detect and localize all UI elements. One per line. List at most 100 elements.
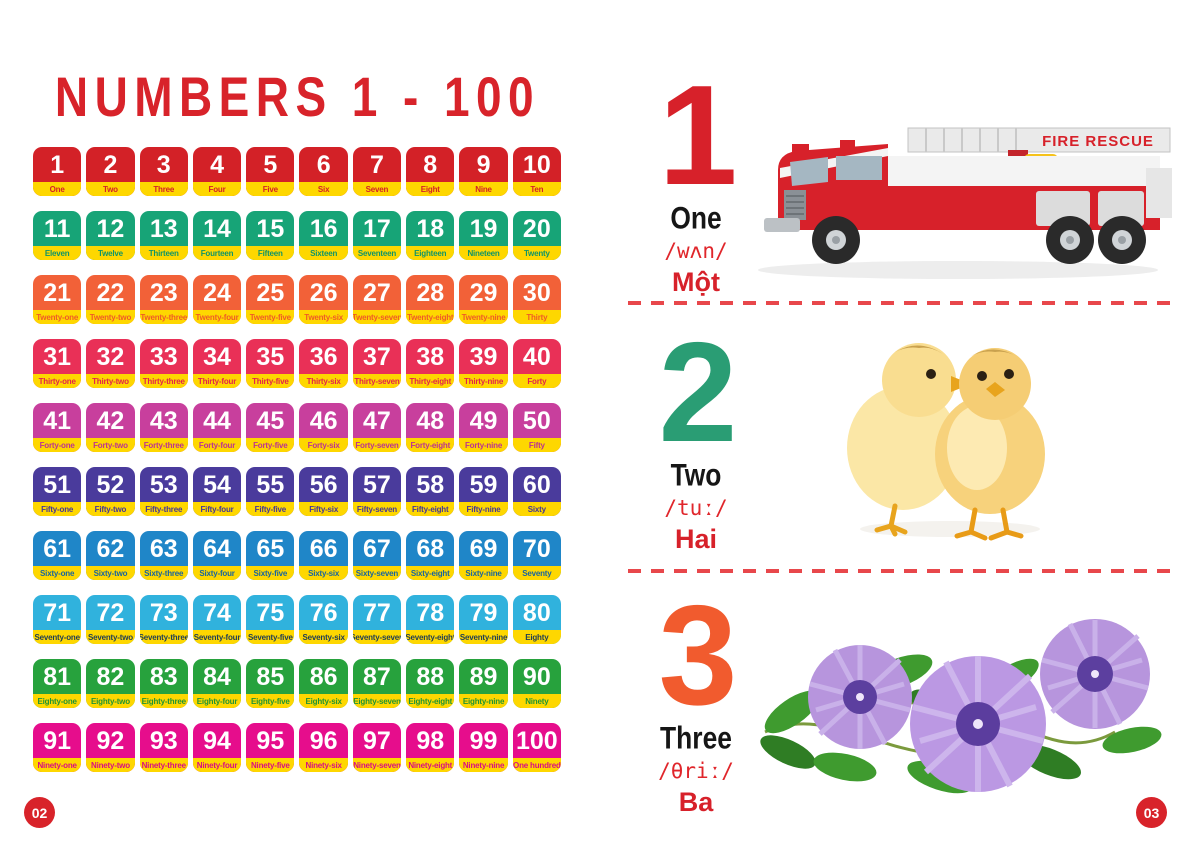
tile-number: 23 <box>149 278 178 307</box>
entry-one: 1 One /wʌn/ Một <box>630 64 762 296</box>
tile-number: 8 <box>423 150 438 179</box>
number-tile-29: 29 Twenty-nine <box>459 275 508 324</box>
number-tile-47: 47 Forty-seven <box>352 403 402 452</box>
tile-number: 37 <box>363 342 391 371</box>
tile-number: 50 <box>522 406 551 435</box>
tile-number: 11 <box>43 214 71 243</box>
number-tile-46: 46 Forty-six <box>299 403 348 452</box>
number-tile-15: 15 Fifteen <box>246 211 295 260</box>
tile-number: 69 <box>469 534 498 563</box>
tile-number: 5 <box>263 150 278 179</box>
number-tile-65: 65 Sixty-five <box>246 531 295 580</box>
tile-number: 68 <box>416 534 445 563</box>
entry-one-word: One <box>670 201 722 237</box>
tile-number: 7 <box>369 150 384 179</box>
number-tile-27: 27 Twenty-seven <box>352 275 402 324</box>
number-tile-5: 5 Five <box>246 147 295 196</box>
tile-word: Fifty-two <box>86 502 135 516</box>
tile-number: 4 <box>210 150 224 179</box>
tile-word: Fifty-five <box>246 502 295 516</box>
tile-word: Seventeen <box>352 246 402 260</box>
tile-number: 14 <box>203 214 231 243</box>
tile-word: Seventy-eight <box>406 630 455 644</box>
tile-number: 88 <box>416 662 445 691</box>
tile-word: Twenty-six <box>299 310 348 324</box>
tile-word: Thirteen <box>139 246 188 260</box>
tile-number: 9 <box>476 150 491 179</box>
tile-word: Sixty-six <box>299 566 348 580</box>
number-tile-35: 35 Thirty-five <box>246 339 295 388</box>
tile-number: 57 <box>363 470 391 499</box>
number-tile-26: 26 Twenty-six <box>299 275 348 324</box>
tile-number: 1 <box>50 150 65 179</box>
number-tile-95: 95 Ninety-five <box>246 723 295 772</box>
tile-number: 54 <box>203 470 231 499</box>
number-tile-55: 55 Fifty-five <box>246 467 295 516</box>
number-tile-63: 63 Sixty-three <box>139 531 188 580</box>
number-tile-13: 13 Thirteen <box>139 211 188 260</box>
tile-word: Sixty-four <box>192 566 242 580</box>
tile-word: Twenty-two <box>86 310 135 324</box>
number-tile-90: 90 Ninety <box>512 659 561 708</box>
tile-word: Fifty-four <box>192 502 242 516</box>
tile-number: 22 <box>96 278 125 307</box>
tile-number: 71 <box>43 598 72 627</box>
number-tile-10: 10 Ten <box>512 147 561 196</box>
tile-number: 98 <box>416 726 445 755</box>
tile-word: Sixty-five <box>246 566 295 580</box>
tile-word: Eighty-seven <box>352 694 402 708</box>
number-tile-28: 28 Twenty-eight <box>406 275 455 324</box>
tile-number: 79 <box>469 598 498 627</box>
tile-number: 18 <box>416 214 445 243</box>
tile-word: Twenty-nine <box>459 310 508 324</box>
tile-word: Fifty-eight <box>406 502 455 516</box>
tile-word: Thirty-nine <box>459 374 508 388</box>
tile-word: Six <box>299 182 348 196</box>
tile-number: 92 <box>96 726 125 755</box>
tile-number: 83 <box>149 662 178 691</box>
tile-number: 100 <box>515 726 558 755</box>
tile-word: One hundred <box>512 758 561 772</box>
tile-number: 38 <box>416 342 445 371</box>
number-tile-30: 30 Thirty <box>512 275 561 324</box>
tile-number: 3 <box>156 150 171 179</box>
tile-word: Four <box>192 182 242 196</box>
tile-number: 93 <box>149 726 178 755</box>
tile-word: Fifty <box>512 438 561 452</box>
tile-word: Seventy-six <box>299 630 348 644</box>
tile-word: Thirty-six <box>299 374 348 388</box>
tile-word: Forty-six <box>299 438 348 452</box>
tile-word: Forty-five <box>246 438 295 452</box>
tile-word: Forty-two <box>86 438 135 452</box>
tile-number: 81 <box>43 662 72 691</box>
tile-number: 41 <box>43 406 72 435</box>
tile-number: 58 <box>416 470 445 499</box>
number-tile-45: 45 Forty-five <box>246 403 295 452</box>
tile-word: Seventy <box>512 566 561 580</box>
tile-word: Forty-one <box>33 438 82 452</box>
tile-number: 99 <box>469 726 498 755</box>
tile-word: Forty-nine <box>459 438 508 452</box>
dashed-divider-top <box>628 301 1180 305</box>
tile-word: Sixty-nine <box>459 566 508 580</box>
number-tile-89: 89 Eighty-nine <box>459 659 508 708</box>
number-tile-66: 66 Sixty-six <box>299 531 348 580</box>
tile-word: Twenty-eight <box>406 310 455 324</box>
entry-three-numeral: 3 <box>658 576 738 735</box>
dashed-divider-bottom <box>628 569 1180 573</box>
number-tile-52: 52 Fifty-two <box>86 467 135 516</box>
tile-number: 49 <box>469 406 498 435</box>
tile-word: Sixty-one <box>33 566 82 580</box>
entry-three-ipa: /θriː/ <box>658 759 734 784</box>
tile-word: Twenty-five <box>246 310 295 324</box>
number-tile-12: 12 Twelve <box>86 211 135 260</box>
number-tile-99: 99 Ninety-nine <box>459 723 508 772</box>
number-tile-18: 18 Eighteen <box>406 211 455 260</box>
tile-number: 34 <box>203 342 231 371</box>
entry-three: 3 Three /θriː/ Ba <box>630 576 762 816</box>
tile-word: Thirty-three <box>139 374 188 388</box>
tile-number: 90 <box>522 662 551 691</box>
tile-number: 78 <box>416 598 445 627</box>
tile-word: Forty-seven <box>352 438 402 452</box>
tile-number: 96 <box>309 726 338 755</box>
